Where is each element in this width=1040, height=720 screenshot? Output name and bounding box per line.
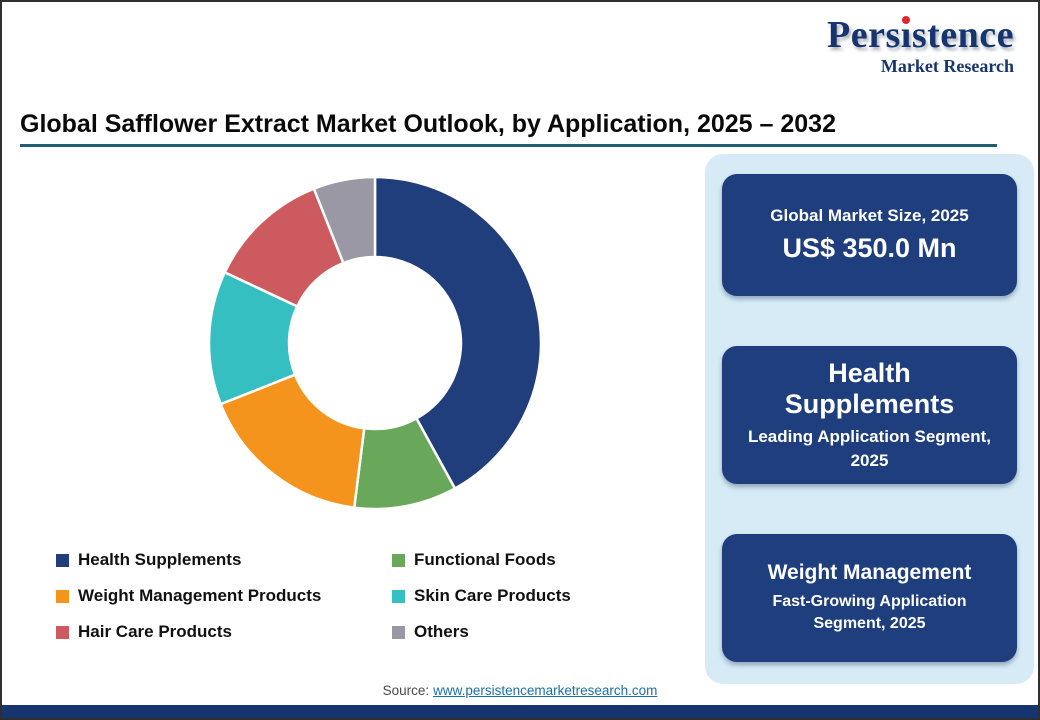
legend-swatch [392,625,405,639]
market-size-value: US$ 350.0 Mn [782,233,957,263]
legend-swatch [392,553,405,567]
donut-chart [207,175,543,511]
legend-swatch [56,553,69,567]
page-title: Global Safflower Extract Market Outlook,… [20,110,836,138]
legend-item: Weight Management Products [56,586,392,606]
leading-segment-caption: Leading Application Segment, 2025 [747,426,992,470]
bottom-accent-bar [2,705,1038,718]
brand-logo: Persı stence Market Research [827,16,1014,75]
legend-label: Weight Management Products [78,586,322,605]
leading-segment-card: Health Supplements Leading Application S… [722,346,1017,484]
legend-label: Hair Care Products [78,622,232,641]
brand-name: Persı stence [827,14,1014,56]
source-line: Source: www.persistencemarketresearch.com [2,683,1038,698]
source-label: Source: [382,683,430,698]
legend-item: Functional Foods [392,550,571,570]
source-link[interactable]: www.persistencemarketresearch.com [433,683,658,698]
legend-swatch [392,589,405,603]
legend-item: Others [392,622,571,642]
fast-growing-segment-name: Weight Management [767,560,972,584]
legend-swatch [56,589,69,603]
legend-label: Skin Care Products [414,586,571,605]
highlights-panel: Global Market Size, 2025 US$ 350.0 Mn He… [705,154,1034,684]
donut-segment-2 [219,373,366,509]
legend-item: Skin Care Products [392,586,571,606]
title-underline [20,144,997,147]
logo-red-dot [902,16,911,24]
market-size-label: Global Market Size, 2025 [770,206,969,225]
legend-label: Health Supplements [78,550,242,569]
leading-segment-name: Health Supplements [784,357,955,419]
legend-item: Health Supplements [56,550,392,570]
chart-legend: Health Supplements Functional Foods Weig… [56,550,571,642]
fast-growing-segment-card: Weight Management Fast-Growing Applicati… [722,534,1017,662]
fast-growing-segment-caption: Fast-Growing Application Segment, 2025 [772,592,967,632]
legend-item: Hair Care Products [56,622,392,642]
donut-segment-0 [373,175,543,490]
legend-label: Functional Foods [414,550,556,569]
legend-label: Others [414,622,469,641]
brand-tagline: Market Research [880,56,1014,76]
market-size-card: Global Market Size, 2025 US$ 350.0 Mn [722,174,1017,296]
donut-segment-5 [312,175,377,265]
legend-swatch [56,625,69,639]
